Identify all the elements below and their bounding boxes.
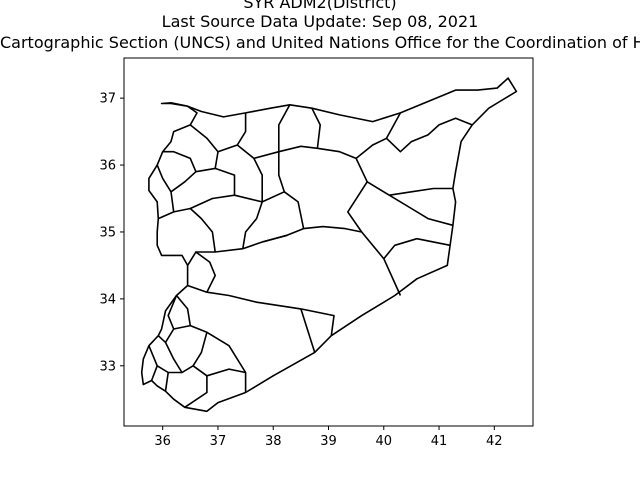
district-boundary [385,112,402,139]
district-boundary [173,324,247,393]
district-boundary [164,372,169,392]
district-boundary [157,191,285,220]
x-tick-label: 36 [154,434,171,449]
x-axis: 36 37 38 39 40 41 42 [154,426,503,449]
x-tick-label: 42 [486,434,503,449]
district-boundary [253,150,280,160]
district-boundary [277,104,305,229]
district-boundary [164,332,208,374]
district-boundary [189,124,219,169]
y-tick-label: 34 [99,292,116,307]
district-boundary [383,237,451,260]
district-boundary [175,294,192,326]
map-title: SYR ADM2(District) [243,0,397,12]
map-subtitle-update: Last Source Data Update: Sep 08, 2021 [161,12,479,31]
district-boundary [189,207,216,253]
district-boundary [236,144,264,202]
x-tick-label: 39 [320,434,337,449]
x-tick-label: 37 [210,434,227,449]
district-boundary [217,112,247,153]
y-tick-label: 36 [99,159,116,174]
district-boundary [195,225,402,296]
x-tick-label: 40 [375,434,392,449]
district-boundary [187,284,335,336]
district-boundary [157,295,178,344]
y-tick-label: 33 [99,359,116,374]
district-boundary [242,201,263,249]
district-boundary [311,107,322,149]
map-subtitle-source: Cartographic Section (UNCS) and United N… [0,33,640,52]
district-boundaries [140,77,518,413]
district-boundary [156,164,175,213]
x-tick-label: 38 [265,434,282,449]
y-tick-label: 35 [99,225,116,240]
district-boundary [278,145,318,153]
district-boundary [162,150,197,193]
district-boundary [148,345,182,374]
district-boundary [261,234,288,243]
district-boundary [192,365,246,377]
map-title-block: SYR ADM2(District) Last Source Data Upda… [0,0,640,60]
x-tick-label: 41 [431,434,448,449]
district-boundary [184,375,208,408]
district-boundary [317,147,368,183]
y-axis: 33 34 35 36 37 [99,92,124,374]
district-boundary [388,194,454,227]
y-tick-label: 37 [99,92,116,107]
district-boundary [150,365,158,381]
country-outline [140,77,518,413]
district-boundary [346,181,453,233]
district-boundary [355,117,473,160]
district-boundary [186,251,216,293]
district-boundary [300,308,316,353]
district-boundary [195,167,236,196]
